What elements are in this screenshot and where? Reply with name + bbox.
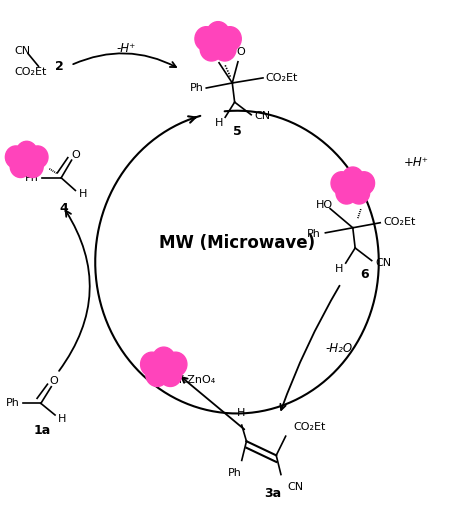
Text: CN: CN — [375, 258, 392, 268]
Circle shape — [353, 172, 374, 195]
Text: Ph: Ph — [307, 228, 321, 238]
Circle shape — [336, 182, 357, 205]
Text: HO: HO — [316, 199, 333, 209]
Circle shape — [348, 182, 370, 205]
Text: CN: CN — [15, 46, 31, 56]
Circle shape — [207, 23, 229, 47]
Text: -H₂O: -H₂O — [325, 342, 352, 355]
Text: Ph: Ph — [6, 397, 19, 408]
Text: H: H — [335, 264, 343, 274]
Text: CO₂Et: CO₂Et — [293, 421, 326, 431]
Text: O: O — [237, 47, 245, 57]
Text: Ph: Ph — [228, 468, 242, 478]
Text: -H⁺: -H⁺ — [116, 42, 136, 55]
Circle shape — [10, 156, 31, 178]
Text: 1a: 1a — [33, 423, 50, 436]
Text: H: H — [237, 407, 245, 417]
Text: +H⁺: +H⁺ — [404, 156, 429, 168]
Text: 2: 2 — [55, 60, 64, 73]
Text: H: H — [215, 118, 224, 128]
Text: H: H — [79, 188, 87, 198]
Text: H: H — [215, 47, 223, 58]
Text: 4: 4 — [59, 201, 68, 214]
Text: 5: 5 — [233, 125, 241, 138]
Text: CO₂Et: CO₂Et — [384, 216, 416, 226]
Circle shape — [200, 38, 223, 62]
Circle shape — [195, 28, 218, 52]
Circle shape — [27, 146, 48, 169]
Text: MW (Microwave): MW (Microwave) — [159, 233, 315, 251]
Circle shape — [141, 352, 163, 377]
Circle shape — [146, 363, 168, 387]
Circle shape — [16, 142, 37, 164]
Circle shape — [164, 352, 187, 377]
Circle shape — [342, 168, 364, 190]
Text: O: O — [50, 375, 58, 385]
Text: Ph: Ph — [25, 173, 39, 182]
Text: 6: 6 — [360, 267, 369, 280]
Circle shape — [22, 156, 43, 178]
Text: CO₂Et: CO₂Et — [266, 73, 298, 83]
Circle shape — [213, 38, 236, 62]
Circle shape — [331, 172, 352, 195]
Circle shape — [219, 28, 241, 52]
Text: Ph: Ph — [190, 83, 204, 93]
Text: O: O — [71, 149, 80, 159]
Text: Y₂ZnO₄: Y₂ZnO₄ — [177, 374, 217, 384]
Text: CO₂Et: CO₂Et — [15, 67, 47, 77]
Circle shape — [5, 146, 26, 169]
Circle shape — [153, 347, 175, 372]
Circle shape — [159, 363, 182, 387]
Text: CN: CN — [254, 111, 270, 121]
Text: CN: CN — [287, 481, 303, 491]
Text: H: H — [58, 413, 66, 423]
Text: 3a: 3a — [264, 486, 281, 499]
